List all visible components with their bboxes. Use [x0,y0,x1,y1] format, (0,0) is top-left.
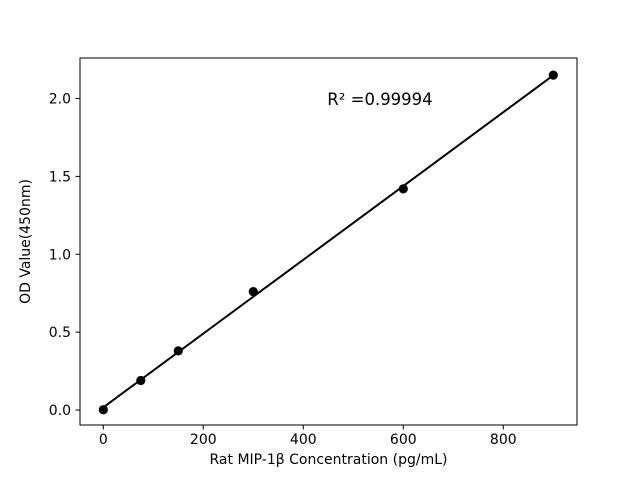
data-point-marker [136,375,146,386]
y-tick-label: 0.5 [49,325,71,341]
x-tick-label: 0 [99,432,108,448]
data-points [98,70,558,415]
x-tick-label: 200 [190,432,217,448]
y-tick-label: 0.0 [49,403,71,419]
y-tick-label: 1.0 [49,247,71,263]
x-axis-ticks: 0 200 400 600 800 [99,425,517,448]
r-squared-annotation: R² =0.99994 [327,90,432,109]
x-tick-label: 800 [490,432,517,448]
x-axis-label: Rat MIP-1β Concentration (pg/mL) [210,452,448,468]
y-axis-label: OD Value(450nm) [18,179,34,304]
x-tick-label: 400 [290,432,317,448]
data-point-marker [248,287,258,297]
y-axis-ticks: 0.0 0.5 1.0 1.5 2.0 [49,92,80,419]
data-point-marker [173,346,183,356]
y-tick-label: 2.0 [49,92,71,108]
x-tick-label: 600 [390,432,417,448]
data-point-marker [398,184,408,194]
y-tick-label: 1.5 [49,169,71,185]
data-point-marker [98,405,108,415]
data-point-marker [548,70,558,80]
